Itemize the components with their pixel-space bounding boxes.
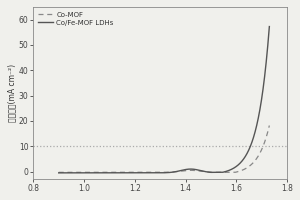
Co/Fe-MOF LDHs	[268, 25, 271, 28]
Co-MOF	[159, 171, 163, 174]
Co-MOF	[261, 145, 265, 147]
Co/Fe-MOF LDHs	[154, 172, 157, 174]
Co-MOF	[268, 124, 271, 127]
Co-MOF	[68, 171, 71, 174]
Co/Fe-MOF LDHs	[57, 172, 61, 174]
Co/Fe-MOF LDHs	[261, 86, 265, 89]
Y-axis label: 电流密度(mA cm⁻²): 电流密度(mA cm⁻²)	[7, 64, 16, 122]
Co-MOF	[223, 171, 226, 174]
Legend: Co-MOF, Co/Fe-MOF LDHs: Co-MOF, Co/Fe-MOF LDHs	[36, 10, 116, 28]
Co-MOF	[261, 145, 265, 147]
Co/Fe-MOF LDHs	[223, 171, 226, 173]
Line: Co-MOF: Co-MOF	[59, 126, 269, 172]
Co-MOF	[57, 171, 61, 174]
Co-MOF	[154, 171, 157, 174]
Co/Fe-MOF LDHs	[261, 87, 265, 90]
Co/Fe-MOF LDHs	[159, 172, 163, 174]
Co/Fe-MOF LDHs	[68, 172, 71, 174]
Line: Co/Fe-MOF LDHs: Co/Fe-MOF LDHs	[59, 27, 269, 173]
